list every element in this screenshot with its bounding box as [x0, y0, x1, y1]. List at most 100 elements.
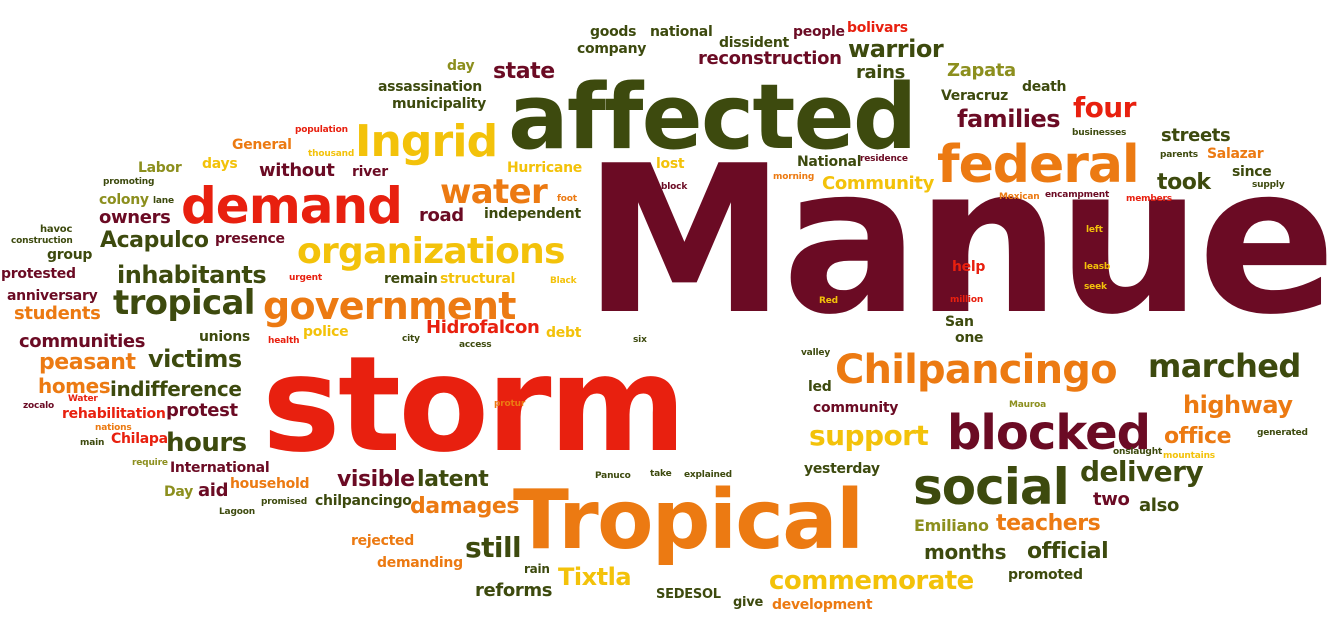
word-social: social [913, 458, 1070, 516]
word-water: water [440, 172, 548, 213]
word-day: Day [164, 483, 193, 500]
word-rejected: rejected [351, 532, 414, 549]
word-city: city [402, 333, 420, 344]
word-bolivars: bolivars [847, 19, 908, 36]
word-health: health [268, 335, 300, 346]
word-promoting: promoting [103, 176, 155, 187]
word-members: members [1126, 193, 1172, 204]
word-onslaught: onslaught [1113, 446, 1163, 457]
word-since: since [1232, 163, 1272, 180]
word-zapata: Zapata [947, 60, 1016, 82]
word-veracruz: Veracruz [941, 87, 1008, 104]
word-organizations: organizations [297, 231, 565, 273]
word-families: families [957, 105, 1061, 134]
word-reforms: reforms [475, 580, 553, 602]
word-support: support [809, 419, 929, 453]
word-colony: colony [99, 191, 149, 208]
word-acapulco: Acapulco [100, 227, 209, 253]
word-months: months [924, 539, 1007, 564]
word-state: state [493, 58, 555, 84]
word-dissident: dissident [719, 34, 789, 51]
word-national: National [797, 153, 862, 170]
word-protested: protested [1, 265, 76, 282]
word-rains: rains [856, 62, 905, 84]
word-presence: presence [215, 230, 285, 247]
word-chilapa: Chilapa [111, 430, 168, 447]
word-days: days [202, 155, 238, 172]
word-official: official [1027, 538, 1109, 564]
word-block: block [661, 181, 688, 192]
word-teachers: teachers [996, 510, 1101, 536]
word-people: people [793, 23, 845, 40]
word-storm: storm [262, 327, 686, 482]
word-residence: residence [860, 153, 908, 164]
word-million: million [950, 294, 984, 305]
word-without: without [259, 160, 335, 182]
word-road: road [419, 205, 464, 227]
word-indifference: indifference [110, 376, 242, 401]
word-manuel: Manuel [583, 122, 1342, 360]
word-generated: generated [1257, 427, 1308, 438]
word-take: take [650, 468, 672, 479]
word-warrior: warrior [848, 35, 944, 64]
word-promised: promised [261, 496, 307, 507]
word-government: government [263, 283, 516, 328]
word-death: death [1022, 78, 1067, 95]
word-homes: homes [38, 373, 111, 398]
word-debt: debt [546, 324, 582, 341]
word-hidrofalcon: Hidrofalcon [426, 317, 540, 339]
word-municipality: municipality [392, 95, 486, 112]
word-national: national [650, 23, 713, 40]
word-marched: marched [1148, 346, 1301, 385]
word-also: also [1139, 495, 1179, 517]
word-anniversary: anniversary [7, 287, 98, 304]
word-san: San [945, 313, 974, 330]
word-labor: Labor [138, 159, 182, 176]
word-two: two [1093, 489, 1130, 511]
word-main: main [80, 437, 105, 448]
word-require: require [132, 457, 168, 468]
word-inhabitants: inhabitants [117, 261, 267, 290]
word-latent: latent [417, 466, 489, 492]
word-zocalo: zocalo [23, 400, 55, 411]
word-morning: morning [773, 171, 815, 182]
word-emiliano: Emiliano [914, 515, 989, 535]
word-explained: explained [684, 469, 732, 480]
word-streets: streets [1161, 125, 1231, 147]
word-visible: visible [337, 466, 415, 492]
word-reconstruction: reconstruction [698, 48, 842, 70]
word-commemorate: commemorate [769, 565, 974, 596]
word-yesterday: yesterday [804, 460, 880, 477]
word-day: day [447, 57, 475, 74]
word-protest: protest [166, 400, 238, 422]
word-chilpancingo: chilpancingo [315, 492, 412, 509]
word-federal: federal [937, 135, 1140, 196]
word-remain: remain [384, 270, 438, 287]
word-tropical: Tropical [513, 472, 864, 568]
word-havoc: havoc [40, 223, 73, 235]
word-led: led [808, 378, 832, 395]
word-mauroa: Mauroa [1009, 399, 1047, 410]
word-businesses: businesses [1072, 127, 1127, 138]
word-hurricane: Hurricane [507, 159, 582, 176]
word-supply: supply [1252, 179, 1285, 190]
word-community: community [813, 399, 899, 416]
word-seek: seek [1084, 281, 1107, 292]
word-protur: protur [494, 398, 526, 409]
word-chilpancingo: Chilpancingo [835, 347, 1118, 394]
word-red: Red [819, 295, 838, 306]
word-international: International [170, 459, 270, 476]
word-communities: communities [19, 331, 146, 353]
word-give: give [733, 595, 764, 611]
word-mexican: Mexican [999, 191, 1040, 202]
word-company: company [577, 40, 647, 57]
word-encampment: encampment [1045, 189, 1110, 200]
word-household: household [230, 475, 310, 492]
word-help: help [952, 258, 986, 275]
word-access: access [459, 339, 492, 350]
word-thousand: thousand [308, 148, 355, 159]
word-salazar: Salazar [1207, 145, 1264, 162]
word-damages: damages [410, 493, 520, 519]
word-assassination: assassination [378, 78, 482, 95]
